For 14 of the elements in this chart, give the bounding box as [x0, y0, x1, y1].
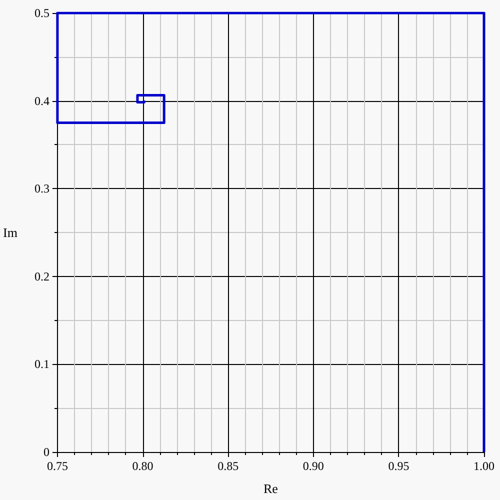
x-tick-label: 0.80	[132, 459, 154, 473]
y-tick-label: 0.3	[34, 182, 50, 196]
y-tick-label: 0.4	[34, 94, 50, 108]
y-tick-label: 0	[43, 445, 50, 459]
y-tick-label: 0.1	[34, 357, 50, 372]
x-tick-label: 1.00	[474, 459, 494, 473]
y-axis-title: Im	[2, 225, 18, 240]
x-tick-label: 0.85	[218, 459, 239, 473]
x-axis-title: Re	[263, 481, 278, 496]
y-tick-label: 0.5	[34, 6, 50, 20]
x-tick-label: 0.90	[302, 459, 324, 473]
x-tick-label: 0.95	[388, 459, 410, 473]
y-tick-label: 0.2	[34, 269, 50, 284]
x-tick-label: 0.75	[46, 459, 68, 473]
